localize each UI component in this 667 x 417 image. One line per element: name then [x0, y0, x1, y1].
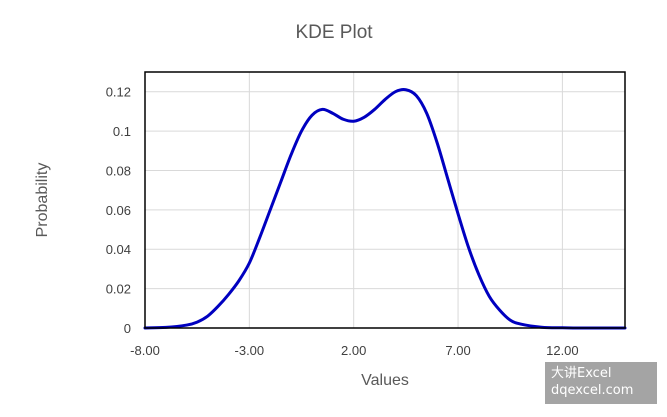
watermark-line-1: 大讲Excel: [551, 366, 612, 381]
x-tick-label: 12.00: [546, 343, 579, 358]
y-tick-label: 0.02: [106, 282, 131, 297]
gridlines: [144, 72, 625, 329]
y-axis-tick-labels: 0 0.02 0.04 0.06 0.08 0.1 0.12: [106, 85, 131, 336]
y-tick-label: 0.12: [106, 85, 131, 100]
y-axis-title: Probability: [34, 163, 51, 238]
x-tick-label: -3.00: [235, 343, 265, 358]
kde-curve: [143, 88, 627, 330]
y-tick-label: 0: [124, 321, 131, 336]
x-tick-label: -8.00: [130, 343, 160, 358]
x-axis-title: Values: [361, 372, 409, 389]
x-tick-label: 7.00: [445, 343, 470, 358]
y-tick-label: 0.08: [106, 163, 131, 178]
watermark: 大讲Excel dqexcel.com: [545, 362, 657, 404]
x-axis-tick-labels: -8.00 -3.00 2.00 7.00 12.00: [130, 343, 578, 358]
chart-title: KDE Plot: [295, 22, 373, 43]
watermark-line-2: dqexcel.com: [551, 383, 634, 398]
x-tick-label: 2.00: [341, 343, 366, 358]
y-tick-label: 0.04: [106, 242, 131, 257]
plot-area-frame: [144, 71, 626, 329]
y-tick-label: 0.1: [113, 124, 131, 139]
y-tick-label: 0.06: [106, 203, 131, 218]
